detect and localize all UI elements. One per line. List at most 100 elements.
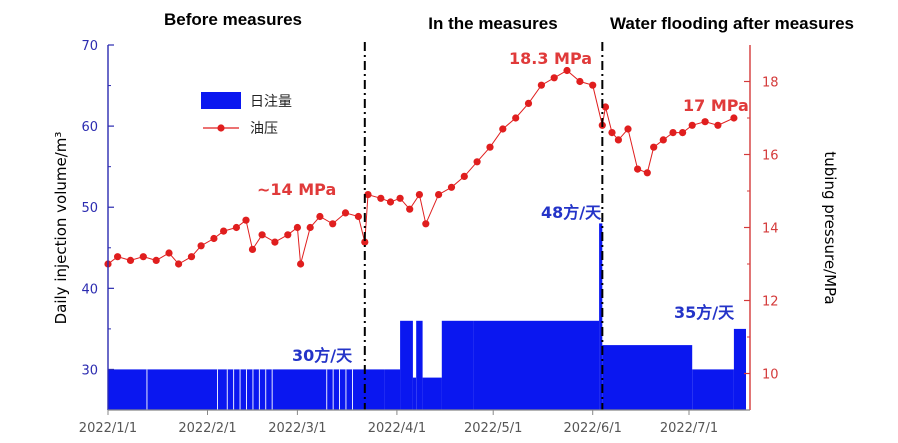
pressure-point (220, 227, 228, 235)
pressure-point (473, 158, 481, 166)
pressure-point (524, 99, 533, 107)
pressure-point (284, 231, 292, 239)
bar-gap (271, 369, 273, 410)
pressure-point (354, 212, 362, 221)
pressure-point (563, 66, 571, 75)
annotation-peak-pressure: 18.3 MPa (509, 49, 592, 68)
bar-gap (226, 369, 228, 410)
pressure-point (537, 81, 546, 89)
annotation-after-volume: 35方/天 (674, 303, 735, 322)
x-tick-label: 2022/7/1 (660, 421, 718, 436)
pressure-point (364, 191, 372, 199)
pressure-point (701, 118, 709, 126)
pressure-point (297, 260, 305, 268)
bar-gap (146, 369, 148, 410)
bar-gap (239, 369, 241, 410)
pressure-point (232, 223, 240, 232)
pressure-point (139, 253, 147, 261)
x-tick-label: 2022/2/1 (178, 421, 236, 436)
pressure-point (248, 245, 257, 253)
bar-gap (252, 369, 254, 410)
pressure-point (550, 74, 558, 82)
pressure-point (614, 136, 623, 144)
injection-bar (602, 345, 693, 410)
injection-bar (599, 223, 603, 410)
y-left-tick-label: 60 (81, 120, 98, 135)
y-right-tick-label: 10 (762, 368, 779, 383)
pressure-point (210, 234, 218, 243)
y-axis-right-title: tubing pressure/MPa (821, 151, 839, 304)
pressure-point (643, 169, 651, 177)
pressure-point (152, 256, 160, 264)
annotation-before-pressure: ~14 MPa (257, 180, 336, 199)
pressure-point (126, 256, 135, 264)
y-axis-left-title: Daily injection volume/m³ (52, 132, 70, 325)
bar-gap (217, 369, 218, 410)
pressure-point (714, 121, 722, 129)
plot-area: 30 40 50 60 70 10 12 14 16 18 2022/1/1 2022/2/1 2022… (79, 39, 779, 436)
x-tick-label: 2022/1/1 (79, 421, 137, 436)
pressure-point (499, 125, 507, 133)
pressure-point (386, 198, 395, 206)
injection-bar (412, 377, 417, 410)
pressure-point (406, 205, 414, 213)
pressure-point (447, 183, 456, 191)
pressure-point (688, 121, 696, 129)
pressure-point (187, 253, 196, 261)
bar-gap (326, 369, 328, 410)
pressure-point (396, 194, 404, 202)
phase-label-before: Before measures (164, 10, 302, 29)
injection-bar (384, 369, 401, 410)
y-right-tick-label: 12 (762, 295, 779, 310)
pressure-point (316, 212, 324, 221)
pressure-point (650, 143, 658, 151)
pressure-point (659, 136, 667, 144)
pressure-point (608, 129, 616, 137)
injection-bar (473, 320, 600, 410)
y-left-tick-label: 30 (81, 363, 98, 378)
annotation-before-volume: 30方/天 (292, 346, 353, 365)
y-left-tick-label: 70 (81, 39, 98, 54)
bar-gap (345, 369, 347, 410)
pressure-point (377, 194, 385, 202)
y-right-tick-label: 14 (762, 222, 779, 237)
injection-bar (416, 320, 423, 410)
pressure-point (341, 209, 350, 217)
pressure-point (242, 216, 250, 224)
x-tick-label: 2022/5/1 (464, 421, 522, 436)
phase-label-during: In the measures (428, 14, 557, 33)
pressure-point (679, 129, 687, 137)
pressure-point (175, 260, 183, 268)
pressure-point (114, 253, 122, 261)
pressure-point (415, 191, 423, 199)
bar-gap (352, 369, 353, 410)
x-tick-label: 2022/3/1 (268, 421, 326, 436)
annotation-during-volume: 48方/天 (541, 203, 602, 222)
pressure-point (730, 114, 738, 122)
injection-bar (733, 328, 746, 410)
pressure-point (601, 103, 610, 111)
injection-bar (441, 320, 474, 410)
pressure-point (624, 125, 632, 133)
injection-bar (400, 320, 413, 410)
y-left-tick-label: 50 (81, 201, 98, 216)
pressure-point (329, 220, 337, 228)
x-tick-label: 2022/4/1 (368, 421, 426, 436)
pressure-point (306, 223, 314, 232)
injection-bar (692, 369, 734, 410)
pressure-point (576, 77, 584, 86)
pressure-point (422, 220, 430, 228)
bar-gap (233, 369, 235, 410)
pressure-point (258, 231, 266, 239)
y-left-tick-label: 40 (81, 282, 98, 297)
pressure-point (293, 223, 301, 232)
pressure-point (486, 143, 494, 151)
legend-line-label: 油压 (250, 121, 278, 137)
bar-gap (265, 369, 267, 410)
pressure-point (165, 249, 173, 257)
bar-gap (258, 369, 260, 410)
legend-bar-label: 日注量 (250, 94, 292, 110)
injection-bar (422, 377, 442, 410)
x-tick-label: 2022/6/1 (564, 421, 622, 436)
